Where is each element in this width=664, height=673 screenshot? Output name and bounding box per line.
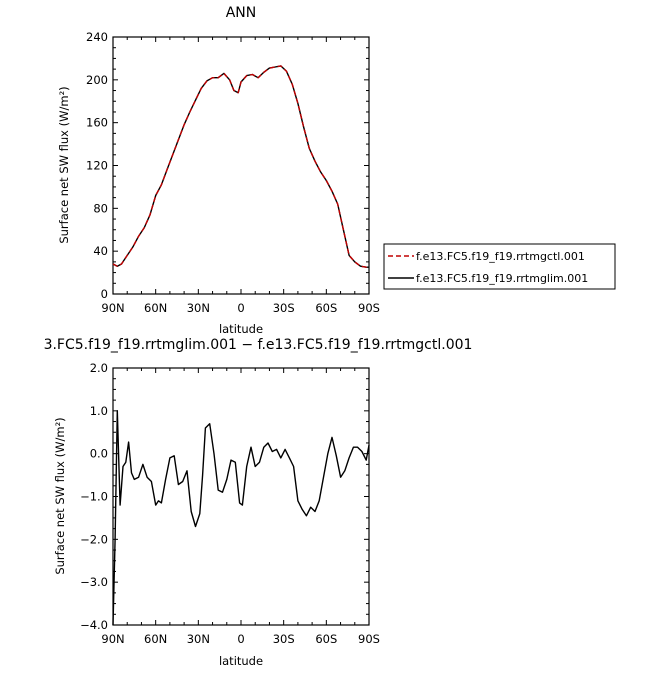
top-x-axis-label: latitude <box>219 322 263 336</box>
x-tick-label: 90S <box>358 632 380 646</box>
top-plot-area: 90N 60N 30N 0 30S 60S 90S 0 40 80 120 160 200 240 <box>86 30 380 315</box>
bottom-x-axis-label: latitude <box>219 654 263 668</box>
y-tick-label: 0.0 <box>90 447 108 461</box>
bottom-chart-title: 3.FC5.f19_f19.rrtmglim.001 − f.e13.FC5.f… <box>44 337 473 353</box>
y-tick-label: 80 <box>93 201 108 215</box>
x-tick-label: 0 <box>237 632 244 646</box>
x-tick-label: 0 <box>237 301 244 315</box>
top-chart-title: ANN <box>226 5 257 21</box>
y-tick-label: 240 <box>86 30 108 44</box>
bottom-plot-area: 90N 60N 30N 0 30S 60S 90S −4.0 −3.0 −2.0 −1.0 0.0 1.… <box>80 361 380 646</box>
series-line-0-1 <box>112 65 369 268</box>
legend: f.e13.FC5.f19_f19.rrtmgctl.001 f.e13.FC5… <box>383 243 616 290</box>
x-tick-label: 90N <box>101 301 124 315</box>
y-tick-label: 2.0 <box>90 361 108 375</box>
x-tick-label: 30N <box>187 301 210 315</box>
x-tick-label: 90S <box>358 301 380 315</box>
x-tick-label: 60S <box>315 632 337 646</box>
x-tick-label: 30S <box>273 632 295 646</box>
y-tick-label: −2.0 <box>80 532 108 546</box>
x-tick-label: 30N <box>187 632 210 646</box>
legend-label-ctl: f.e13.FC5.f19_f19.rrtmgctl.001 <box>416 250 585 263</box>
legend-box <box>383 243 616 290</box>
top-y-axis-label: Surface net SW flux (W/m²) <box>57 86 71 243</box>
x-tick-label: 60N <box>144 632 167 646</box>
x-tick-label: 30S <box>273 301 295 315</box>
y-tick-label: 1.0 <box>90 404 108 418</box>
y-tick-label: −1.0 <box>80 490 108 504</box>
y-tick-label: 200 <box>86 73 108 87</box>
bottom-y-axis-label: Surface net SW flux (W/m²) <box>53 417 67 574</box>
plot-frame <box>112 36 370 295</box>
x-tick-label: 60S <box>315 301 337 315</box>
x-tick-label: 60N <box>144 301 167 315</box>
x-tick-label: 90N <box>101 632 124 646</box>
y-tick-label: −3.0 <box>80 575 108 589</box>
y-tick-label: 40 <box>93 244 108 258</box>
series-line-1-0 <box>112 410 370 626</box>
y-tick-label: −4.0 <box>80 618 108 632</box>
bottom-panel: 3.FC5.f19_f19.rrtmglim.001 − f.e13.FC5.f… <box>44 337 473 668</box>
series-line-0-0 <box>112 65 369 268</box>
y-tick-label: 120 <box>86 159 108 173</box>
y-tick-label: 0 <box>101 287 108 301</box>
plot-frame <box>112 367 370 626</box>
y-tick-label: 160 <box>86 116 108 130</box>
top-panel: ANN 90N 60N 30N 0 30S 60S 90S 0 40 80 120 160 200 240… <box>57 5 380 336</box>
legend-label-lim: f.e13.FC5.f19_f19.rrtmglim.001 <box>416 272 588 285</box>
